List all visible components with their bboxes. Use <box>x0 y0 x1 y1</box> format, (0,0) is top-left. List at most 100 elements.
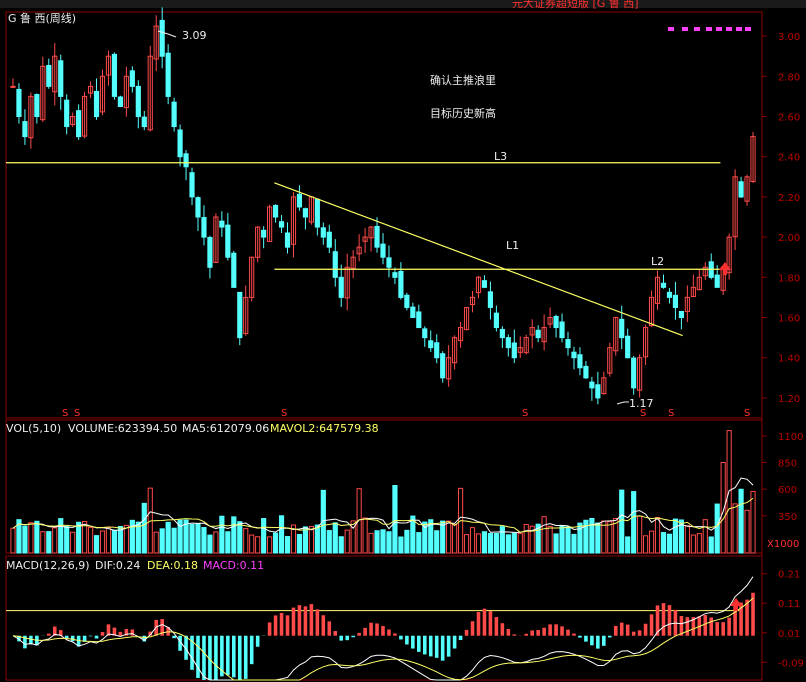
trend-line-l1 <box>274 182 683 337</box>
volume-bar <box>350 520 356 554</box>
candle-body <box>452 337 458 364</box>
candle-body <box>22 121 28 138</box>
candle-body <box>511 342 517 359</box>
candle-body <box>64 99 70 128</box>
volume-bar <box>111 529 118 554</box>
price-tick-label: 2.20 <box>778 193 800 204</box>
volume-header: VOL(5,10) VOLUME:623394.50 MA5:612079.06… <box>6 422 379 435</box>
candle-body <box>243 296 249 335</box>
candle-body <box>577 354 583 369</box>
candle-body <box>356 246 362 255</box>
macd-axis: 0.21 0.11 0.01 -0.09 <box>762 570 804 669</box>
vol-tick-label: 850 <box>778 459 797 470</box>
volume-bar <box>434 530 440 554</box>
volume-bar <box>34 520 40 554</box>
volume-bar <box>141 502 147 554</box>
candle-body <box>380 243 386 258</box>
volume-bar <box>231 516 237 554</box>
price-tick-label: 2.60 <box>778 113 800 124</box>
candle-body <box>404 294 410 308</box>
macd-dea-line <box>12 597 754 681</box>
vol-tick-label: 1100 <box>778 432 803 443</box>
volume-bar <box>398 536 404 554</box>
candle-body <box>123 75 129 109</box>
volume-bar <box>225 531 231 554</box>
volume-bar <box>493 532 499 554</box>
s-marker: S <box>74 408 80 419</box>
volume-axis: 1100 850 600 350 <box>762 432 803 523</box>
candle-body <box>463 306 470 331</box>
volume-bar <box>129 519 135 554</box>
candle-body <box>666 291 673 298</box>
candle-body <box>344 266 350 299</box>
candle-body <box>475 276 482 294</box>
volume-bar <box>619 489 625 554</box>
volume-bar <box>440 520 446 554</box>
candle-body <box>272 204 279 218</box>
macd-arrow-icon <box>730 598 742 611</box>
panel-frame <box>5 555 763 681</box>
candle-body <box>738 181 744 198</box>
volume-bar <box>177 519 183 554</box>
volume-bar <box>452 523 458 554</box>
broker-title: 元大证券超短版 [G 鲁 西] <box>512 0 639 10</box>
volume-bar <box>171 527 177 554</box>
volume-bar <box>535 523 541 554</box>
volume-bar <box>446 520 452 554</box>
candle-body <box>648 296 655 327</box>
trend-lines <box>6 162 721 337</box>
volume-bar <box>105 526 112 554</box>
line-label-l1: L1 <box>506 239 519 252</box>
volume-bar <box>475 533 482 554</box>
volume-bar <box>201 527 207 554</box>
price-tick-label: 1.20 <box>778 394 800 405</box>
candle-body <box>684 296 690 313</box>
candle-body <box>219 220 225 228</box>
vol-tick-label: 350 <box>778 512 797 523</box>
macd-lines <box>12 576 754 681</box>
candle-body <box>487 291 494 308</box>
price-tick-label: 3.00 <box>778 32 800 43</box>
candle-body <box>607 347 613 374</box>
candle-body <box>559 321 565 339</box>
candle-body <box>416 311 422 329</box>
volume-bar <box>183 519 189 554</box>
candle-body <box>135 85 141 118</box>
candle-body <box>625 335 631 359</box>
volume-bar <box>678 519 684 554</box>
volume-bar <box>428 519 434 554</box>
price-tick-label: 1.80 <box>778 273 800 284</box>
volume-bar <box>654 516 661 554</box>
candle-body <box>296 193 303 208</box>
candle-body <box>589 381 595 389</box>
candle-body <box>201 217 207 238</box>
candle-body <box>58 60 64 97</box>
candle-body <box>541 327 547 343</box>
price-tick-label: 2.80 <box>778 72 800 83</box>
low-price-label: 1.17 <box>629 397 654 410</box>
volume-bar <box>189 523 195 554</box>
volume-bar <box>195 523 201 554</box>
volume-bar <box>28 522 34 554</box>
volume-bar <box>338 536 344 554</box>
candle-body <box>249 256 255 298</box>
volume-bar <box>499 526 505 554</box>
volume-bar <box>392 484 398 554</box>
price-axis: 3.00 2.80 2.60 2.40 2.20 2.00 1.80 1.60 1.40 1.20 <box>762 32 800 405</box>
volume-bar <box>52 527 58 554</box>
high-pointer <box>157 30 177 38</box>
volume-bar <box>487 533 494 554</box>
volume-bar <box>714 503 720 554</box>
candle-body <box>10 85 16 88</box>
s-marker: S <box>281 408 287 419</box>
candle-body <box>374 225 380 248</box>
macd-dea: DEA:0.18 <box>147 559 198 572</box>
s-marker: S <box>668 408 674 419</box>
volume-bar <box>684 525 690 554</box>
candle-body <box>189 172 195 198</box>
volume-bar <box>690 534 696 554</box>
volume-bar <box>64 525 70 554</box>
candle-body <box>332 251 338 278</box>
candle-body <box>165 52 171 97</box>
volume-bar <box>296 534 303 554</box>
